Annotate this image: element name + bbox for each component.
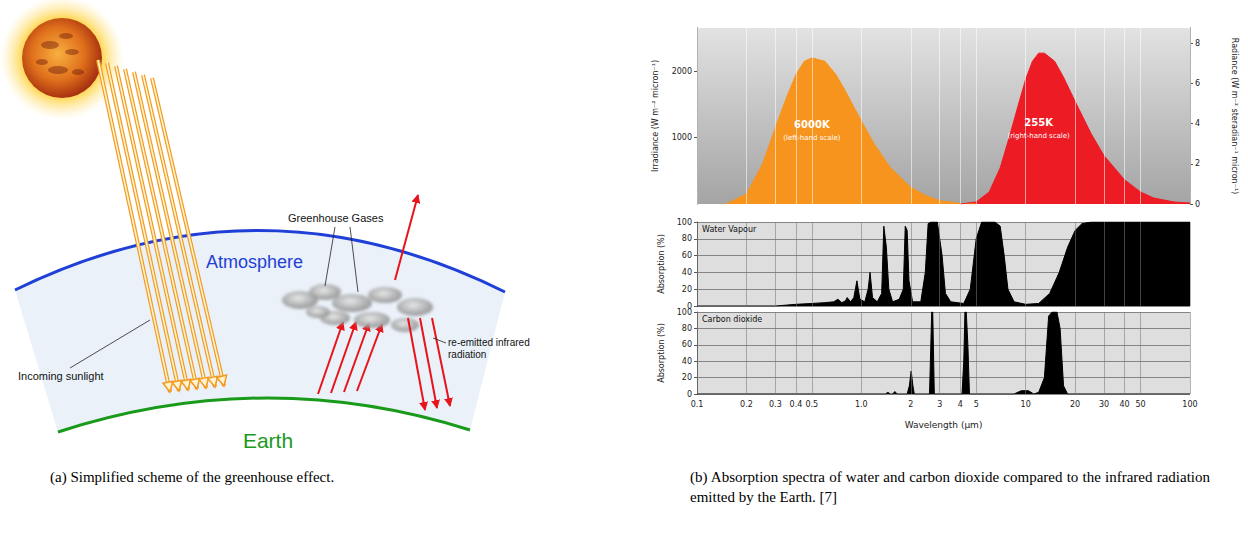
svg-text:0.4: 0.4 bbox=[790, 400, 803, 409]
svg-text:50: 50 bbox=[1135, 400, 1145, 409]
svg-text:30: 30 bbox=[1099, 400, 1109, 409]
svg-text:0: 0 bbox=[686, 301, 692, 311]
svg-text:0.2: 0.2 bbox=[740, 400, 753, 409]
svg-text:2: 2 bbox=[908, 400, 913, 409]
svg-text:60: 60 bbox=[682, 340, 692, 349]
svg-text:4: 4 bbox=[958, 400, 963, 409]
svg-text:1000: 1000 bbox=[672, 133, 692, 142]
svg-text:255K: 255K bbox=[1024, 117, 1054, 128]
svg-text:0: 0 bbox=[687, 390, 692, 399]
svg-text:Incoming sunlight: Incoming sunlight bbox=[18, 370, 104, 382]
svg-text:8: 8 bbox=[1195, 39, 1200, 48]
svg-text:5: 5 bbox=[974, 400, 979, 409]
svg-text:2000: 2000 bbox=[672, 67, 692, 76]
svg-text:100: 100 bbox=[677, 308, 692, 317]
svg-text:Carbon dioxide: Carbon dioxide bbox=[702, 315, 762, 324]
svg-text:100: 100 bbox=[1182, 400, 1197, 409]
svg-text:(right-hand scale): (right-hand scale) bbox=[1008, 132, 1071, 140]
svg-text:Earth: Earth bbox=[243, 429, 293, 452]
svg-text:10: 10 bbox=[1021, 400, 1031, 409]
svg-text:40: 40 bbox=[682, 357, 692, 366]
svg-text:6000K: 6000K bbox=[794, 119, 831, 130]
svg-text:Water Vapour: Water Vapour bbox=[702, 225, 757, 234]
svg-text:4: 4 bbox=[1195, 119, 1200, 128]
svg-text:80: 80 bbox=[682, 234, 692, 243]
svg-text:Greenhouse Gases: Greenhouse Gases bbox=[288, 212, 384, 224]
svg-text:0.3: 0.3 bbox=[769, 400, 782, 409]
svg-text:3: 3 bbox=[937, 400, 942, 409]
svg-text:100: 100 bbox=[677, 218, 692, 227]
svg-text:Wavelength (µm): Wavelength (µm) bbox=[905, 420, 983, 430]
svg-text:6: 6 bbox=[1195, 79, 1200, 88]
html-text:(a) Simplified scheme of the g: (a) Simplified scheme of the greenhouse … bbox=[50, 469, 335, 485]
svg-text:20: 20 bbox=[682, 373, 692, 382]
svg-text:20: 20 bbox=[682, 285, 692, 294]
svg-text:re-emitted infraredradiation: re-emitted infraredradiation bbox=[448, 337, 530, 360]
svg-text:Atmosphere: Atmosphere bbox=[206, 252, 303, 272]
svg-text:Irradiance (W m⁻² micron⁻¹): Irradiance (W m⁻² micron⁻¹) bbox=[651, 60, 660, 172]
svg-text:40: 40 bbox=[682, 268, 692, 277]
svg-text:40: 40 bbox=[1120, 400, 1130, 409]
svg-text:80: 80 bbox=[682, 324, 692, 333]
svg-text:Absorption (%): Absorption (%) bbox=[657, 323, 666, 383]
svg-text:60: 60 bbox=[682, 251, 692, 260]
svg-text:2: 2 bbox=[1195, 159, 1200, 168]
svg-text:0.1: 0.1 bbox=[691, 400, 704, 409]
svg-text:20: 20 bbox=[1070, 400, 1080, 409]
svg-text:0.5: 0.5 bbox=[805, 400, 818, 409]
svg-text:1.0: 1.0 bbox=[855, 400, 868, 409]
svg-text:0: 0 bbox=[1195, 200, 1200, 209]
svg-text:(left-hand scale): (left-hand scale) bbox=[783, 134, 840, 142]
html-text:(b) Absorption spectra of wate: (b) Absorption spectra of water and carb… bbox=[690, 469, 1210, 505]
svg-text:Radiance (W m⁻² steradian⁻¹ mi: Radiance (W m⁻² steradian⁻¹ micron⁻¹) bbox=[1230, 38, 1239, 194]
svg-text:Absorption (%): Absorption (%) bbox=[657, 234, 666, 294]
